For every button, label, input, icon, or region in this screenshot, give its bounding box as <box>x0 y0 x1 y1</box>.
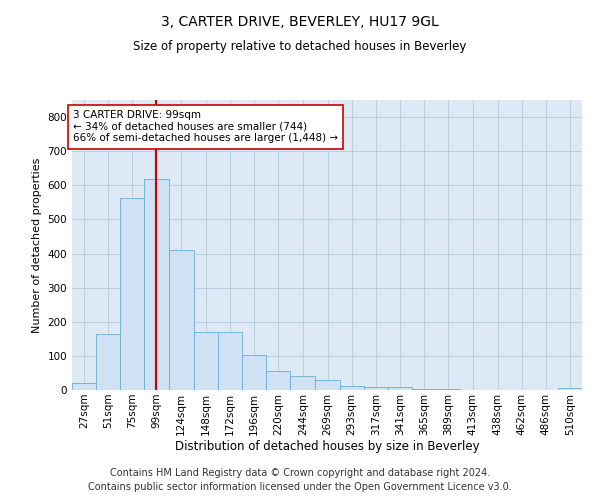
Text: Contains public sector information licensed under the Open Government Licence v3: Contains public sector information licen… <box>88 482 512 492</box>
Bar <box>412 389 436 390</box>
Bar <box>120 198 145 390</box>
Y-axis label: Number of detached properties: Number of detached properties <box>32 158 42 332</box>
Bar <box>72 383 96 390</box>
Text: Size of property relative to detached houses in Beverley: Size of property relative to detached ho… <box>133 40 467 53</box>
Text: 3, CARTER DRIVE, BEVERLEY, HU17 9GL: 3, CARTER DRIVE, BEVERLEY, HU17 9GL <box>161 15 439 29</box>
Text: Contains HM Land Registry data © Crown copyright and database right 2024.: Contains HM Land Registry data © Crown c… <box>110 468 490 477</box>
Bar <box>96 334 120 390</box>
Bar <box>364 386 388 390</box>
Bar <box>558 388 582 390</box>
Bar <box>388 388 412 390</box>
Bar <box>340 386 364 390</box>
Bar <box>242 355 266 390</box>
Bar <box>218 332 242 390</box>
X-axis label: Distribution of detached houses by size in Beverley: Distribution of detached houses by size … <box>175 440 479 454</box>
Bar <box>316 380 340 390</box>
Bar <box>145 179 169 390</box>
Bar <box>194 332 218 390</box>
Text: 3 CARTER DRIVE: 99sqm
← 34% of detached houses are smaller (744)
66% of semi-det: 3 CARTER DRIVE: 99sqm ← 34% of detached … <box>73 110 338 144</box>
Bar <box>266 371 290 390</box>
Bar <box>169 250 194 390</box>
Bar <box>290 376 316 390</box>
